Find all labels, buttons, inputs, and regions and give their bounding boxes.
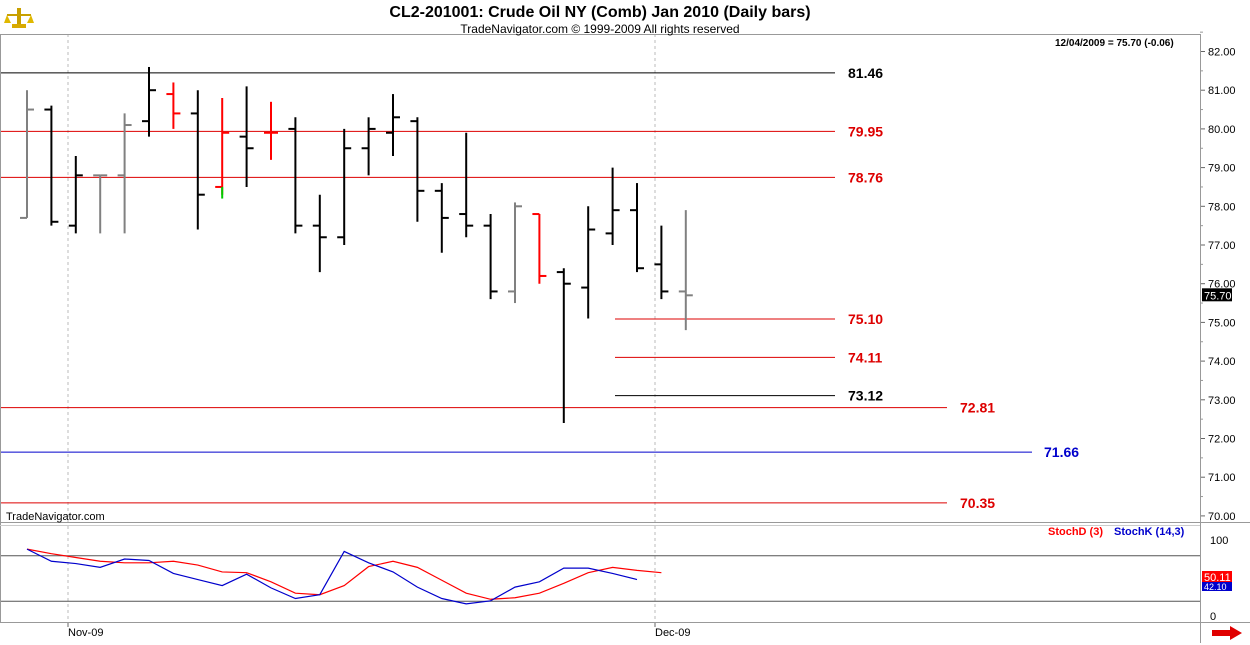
price-level-label: 75.10 <box>848 311 883 327</box>
stoch-k-value-box <box>1202 582 1232 591</box>
chart-title: CL2-201001: Crude Oil NY (Comb) Jan 2010… <box>389 4 811 21</box>
stoch-axis-label: 0 <box>1210 611 1216 623</box>
stoch-axis-label: 100 <box>1210 535 1228 547</box>
price-level-label: 79.95 <box>848 123 883 139</box>
stoch-series-line <box>26 548 662 600</box>
chart-subtitle: TradeNavigator.com © 1999-2009 All right… <box>460 22 740 36</box>
stoch-legend-k: StochK (14,3) <box>1114 526 1185 538</box>
price-axis-label: 78.00 <box>1208 201 1236 213</box>
scale-logo-icon[interactable] <box>4 6 34 37</box>
price-axis-label: 76.00 <box>1208 279 1236 291</box>
price-axis-label: 77.00 <box>1208 240 1236 252</box>
stoch-d-value: 50.11 <box>1204 572 1231 584</box>
price-level-label: 71.66 <box>1044 444 1079 460</box>
price-axis-label: 74.00 <box>1208 356 1236 368</box>
stoch-series-line <box>26 548 638 605</box>
price-axis-label: 82.00 <box>1208 47 1236 59</box>
price-bars <box>20 66 693 424</box>
price-level-lines: 81.46 79.95 78.76 75.10 74.11 73.12 72.81 71.66… <box>0 65 1079 511</box>
last-quote-stamp: 12/04/2009 = 75.70 (-0.06) <box>1055 38 1174 49</box>
watermark: TradeNavigator.com <box>6 511 105 523</box>
price-level-label: 81.46 <box>848 65 883 81</box>
price-axis-label: 73.00 <box>1208 395 1236 407</box>
last-price-box <box>1202 288 1232 302</box>
time-axis-label: Nov-09 <box>68 627 103 639</box>
price-axis-label: 71.00 <box>1208 472 1236 484</box>
price-axis-label: 80.00 <box>1208 124 1236 136</box>
price-level-label: 78.76 <box>848 169 883 185</box>
price-axis-label: 79.00 <box>1208 163 1236 175</box>
price-axis-label: 72.00 <box>1208 434 1236 446</box>
price-axis: 70.00 71.00 72.00 73.00 74.00 75.00 76.00 77.00… <box>1200 31 1236 523</box>
time-axis-label: Dec-09 <box>655 627 690 639</box>
stoch-k-value: 42.10 <box>1204 582 1227 592</box>
price-axis-label: 75.00 <box>1208 317 1236 329</box>
price-axis-label: 81.00 <box>1208 85 1236 97</box>
price-level-label: 74.11 <box>848 349 882 365</box>
price-axis-label: 70.00 <box>1208 511 1236 523</box>
last-price-label: 75.70 <box>1204 290 1232 302</box>
price-level-label: 70.35 <box>960 495 995 511</box>
stoch-d-value-box <box>1202 571 1232 584</box>
stoch-legend-d: StochD (3) <box>1048 526 1103 538</box>
vertical-gridlines <box>67 34 656 622</box>
price-level-label: 73.12 <box>848 388 883 404</box>
price-level-label: 72.81 <box>960 400 995 416</box>
next-arrow-icon[interactable] <box>1212 626 1244 645</box>
